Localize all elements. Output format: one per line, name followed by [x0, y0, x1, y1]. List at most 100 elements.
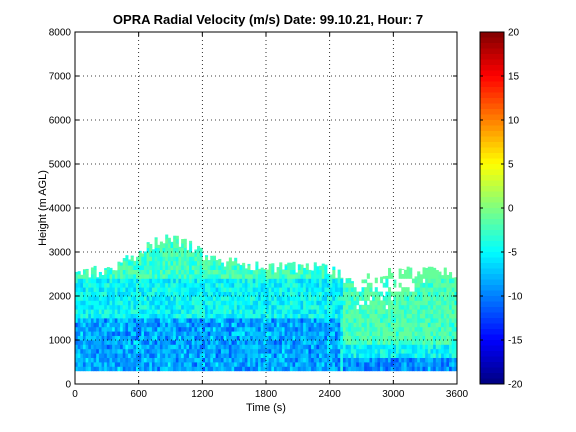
heatmap-cell: [271, 287, 275, 292]
heatmap-cell: [162, 300, 166, 306]
heatmap-cell: [218, 309, 222, 314]
heatmap-cell: [215, 309, 219, 314]
heatmap-cell: [263, 348, 267, 354]
heatmap-cell: [401, 362, 405, 367]
heatmap-cell: [361, 335, 365, 341]
heatmap-cell: [199, 252, 203, 257]
heatmap-cell: [189, 274, 193, 279]
heatmap-cell: [141, 353, 145, 358]
heatmap-cell: [82, 274, 87, 279]
heatmap-cell: [125, 274, 129, 279]
heatmap-cell: [263, 362, 267, 367]
heatmap-cell: [451, 282, 455, 288]
heatmap-cell: [449, 318, 453, 323]
heatmap-cell: [181, 265, 185, 270]
heatmap-cell: [425, 282, 429, 288]
heatmap-cell: [181, 340, 185, 345]
heatmap-cell: [273, 291, 278, 297]
heatmap-cell: [271, 357, 275, 363]
heatmap-cell: [276, 326, 280, 332]
colorbar-swatch: [480, 285, 504, 291]
heatmap-cell: [332, 357, 336, 363]
heatmap-cell: [120, 362, 124, 367]
heatmap-cell: [393, 279, 397, 284]
heatmap-cell: [358, 348, 362, 354]
heatmap-cell: [109, 287, 113, 292]
heatmap-cell: [101, 344, 105, 350]
heatmap-cell: [197, 322, 201, 328]
heatmap-cell: [316, 278, 320, 284]
heatmap-cell: [334, 357, 339, 363]
heatmap-cell: [393, 357, 397, 363]
heatmap-cell: [130, 282, 134, 288]
heatmap-cell: [451, 366, 455, 372]
heatmap-cell: [128, 287, 132, 292]
heatmap-cell: [136, 278, 140, 284]
heatmap-cell: [165, 243, 169, 248]
heatmap-cell: [390, 353, 394, 358]
heatmap-cell: [133, 309, 137, 314]
heatmap-cell: [252, 309, 256, 314]
heatmap-cell: [451, 277, 455, 279]
heatmap-cell: [334, 287, 339, 292]
heatmap-cell: [120, 309, 124, 314]
heatmap-cell: [159, 278, 163, 284]
heatmap-cell: [75, 344, 79, 350]
heatmap-cell: [242, 353, 246, 358]
heatmap-cell: [438, 357, 442, 363]
heatmap-cell: [157, 260, 161, 266]
heatmap-cell: [337, 274, 341, 279]
heatmap-cell: [244, 318, 248, 323]
heatmap-cell: [433, 304, 437, 310]
heatmap-cell: [141, 287, 145, 292]
heatmap-cell: [149, 353, 153, 358]
heatmap-cell: [247, 322, 251, 328]
heatmap-cell: [345, 278, 349, 279]
heatmap-cell: [136, 256, 140, 262]
heatmap-cell: [220, 353, 224, 358]
heatmap-cell: [220, 335, 224, 341]
heatmap-cell: [204, 296, 209, 301]
heatmap-cell: [98, 291, 102, 297]
heatmap-cell: [321, 340, 325, 345]
heatmap-cell: [345, 304, 349, 310]
heatmap-cell: [80, 362, 84, 367]
heatmap-cell: [181, 269, 185, 275]
heatmap-cell: [321, 296, 325, 301]
heatmap-cell: [451, 304, 455, 310]
heatmap-cell: [449, 344, 453, 350]
heatmap-cell: [313, 353, 317, 358]
heatmap-cell: [250, 304, 254, 310]
heatmap-cell: [151, 300, 155, 306]
heatmap-cell: [266, 335, 270, 341]
heatmap-cell: [207, 366, 211, 372]
heatmap-cell: [292, 340, 296, 345]
heatmap-cell: [130, 326, 134, 332]
heatmap-cell: [281, 296, 285, 301]
heatmap-cell: [165, 252, 169, 257]
heatmap-cell: [268, 291, 272, 297]
heatmap-cell: [334, 331, 339, 336]
heatmap-cell: [204, 287, 209, 292]
heatmap-cell: [128, 353, 132, 358]
heatmap-cell: [281, 309, 285, 314]
heatmap-cell: [223, 331, 227, 336]
heatmap-cell: [364, 366, 368, 372]
heatmap-cell: [252, 291, 256, 297]
heatmap-cell: [170, 278, 174, 284]
heatmap-cell: [138, 269, 142, 275]
heatmap-cell: [143, 313, 148, 319]
heatmap-cell: [141, 265, 145, 270]
heatmap-cell: [350, 313, 354, 319]
heatmap-cell: [151, 322, 155, 328]
heatmap-cell: [80, 274, 84, 279]
heatmap-cell: [143, 344, 148, 350]
colorbar-swatch: [480, 252, 504, 258]
heatmap-cell: [268, 362, 272, 367]
heatmap-cell: [85, 269, 89, 275]
heatmap-cell: [167, 353, 171, 358]
heatmap-cell: [146, 322, 150, 328]
heatmap-cell: [427, 296, 431, 301]
heatmap-cell: [146, 252, 150, 257]
heatmap-cell: [411, 366, 415, 372]
